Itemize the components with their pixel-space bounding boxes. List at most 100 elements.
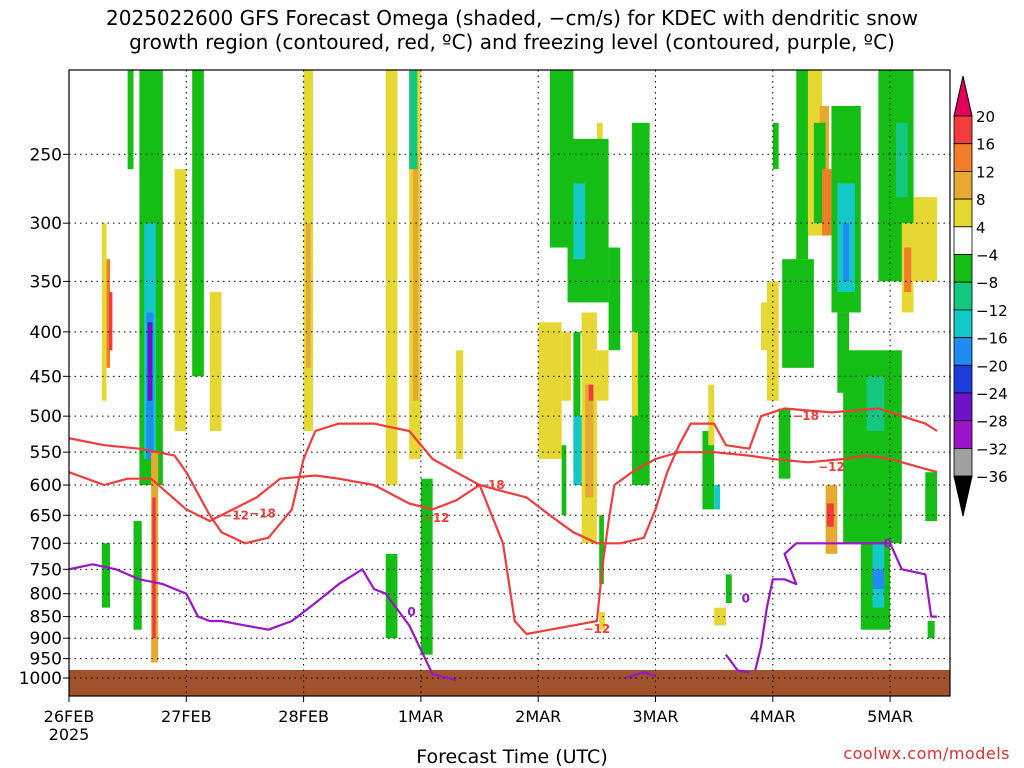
y-tick-label: 800 [30,585,62,605]
omega-cell [127,70,134,170]
omega-cell [420,478,433,655]
x-axis-title: Forecast Time (UTC) [416,746,608,768]
colorbar-label: −4 [976,247,998,265]
contour-label: 0 [742,591,750,605]
x-tick-label: 3MAR [632,707,678,726]
omega-cell [778,408,791,479]
omega-cell [725,574,732,604]
colorbar-segment [953,364,973,394]
colorbar-top-arrow [953,75,973,117]
omega-cell [761,302,767,351]
contour-label: −12 [583,622,610,636]
colorbar-segment [953,309,973,338]
grid-lines [69,70,950,696]
omega-cell [385,70,398,486]
x-tick-label: 27FEB [161,707,212,726]
colorbar-label: −16 [976,330,1008,348]
colorbar-segment [953,198,973,228]
colorbar-label: 8 [976,191,986,209]
y-tick-label: 250 [30,145,62,165]
y-tick-label: 500 [30,407,62,427]
x-tick-label: 5MAR [867,707,913,726]
omega-cell [561,331,572,401]
omega-cell [895,122,908,198]
omega-cell [412,154,419,401]
x-year-label: 2025 [49,725,90,744]
colorbar-segment [953,337,973,366]
omega-cell [599,515,604,585]
omega-cell [596,350,609,401]
omega-cell [632,122,650,486]
omega-cell [573,183,586,260]
omega-cell [585,384,594,498]
omega-cell [796,70,808,260]
omega-cell [599,612,606,630]
contour-label: −12 [818,460,845,474]
omega-cell [133,521,142,630]
omega-cell [927,621,935,639]
colorbar-segment [953,447,973,477]
y-tick-label: 600 [30,476,62,496]
y-tick-label: 650 [30,506,62,526]
colorbar-label: −8 [976,274,998,292]
colorbar-label: 4 [976,219,986,237]
omega-cell [849,30,861,32]
y-tick-label: 850 [30,608,62,628]
y-tick-label: 900 [30,629,62,649]
contour-label: −12 [222,508,249,522]
x-tick-label: 28FEB [278,707,329,726]
chart-title-line2: growth region (contoured, red, ºC) and f… [129,30,895,54]
omega-cell [561,445,567,516]
chart-title: 2025022600 GFS Forecast Omega (shaded, −… [0,6,1024,54]
omega-cell [385,553,398,639]
omega-cell [925,50,937,70]
omega-cell [714,485,721,510]
colorbar-segment [953,226,973,255]
omega-cell [174,169,187,431]
colorbar-label: −20 [976,357,1008,375]
contour-label: −18 [478,478,505,492]
colorbar-label: 20 [976,108,995,126]
colorbar-segment [953,420,973,449]
colorbar-segment [953,115,973,145]
y-tick-label: 950 [30,650,62,670]
omega-cell [608,247,621,351]
x-axis: 26FEB 27FEB 28FEB 1MAR 2MAR 3MAR 4MAR 5MAR 2025 [44,696,913,744]
colorbar-label: −28 [976,413,1008,431]
colorbar: 20 16 12 8 4 −4 −8 −12 −16 −20 −24 −28 −32 −36 [953,75,1008,517]
omega-cell [588,384,594,401]
omega-cell [147,322,153,401]
y-tick-label: 750 [30,560,62,580]
omega-cell [772,122,779,170]
omega-cell [925,472,938,522]
omega-cell [101,223,107,401]
omega-cell [456,350,464,459]
omega-cell [904,247,912,293]
colorbar-segment [953,392,973,422]
y-tick-label: 300 [30,214,62,234]
contour-label: 0 [407,605,415,619]
omega-cell [902,30,914,32]
x-tick-label: 2MAR [515,707,561,726]
colorbar-label: 16 [976,136,995,154]
omega-cell [872,569,885,589]
omega-cell [305,223,311,368]
omega-cell [708,384,715,446]
colorbar-segment [953,143,973,172]
omega-cell [766,281,779,401]
contour-label: −18 [792,409,819,423]
y-tick-label: 1000 [19,669,62,689]
plot-frame [68,69,951,697]
colorbar-label: 12 [976,163,995,181]
freezing-level-contour [725,653,750,674]
contour-label: −18 [249,507,276,521]
freezing-level-contour [69,563,457,681]
contour-lines [69,407,938,681]
omega-cell [826,503,834,527]
y-tick-label: 550 [30,443,62,463]
omega-cell [538,322,562,459]
omega-cell [108,292,113,351]
omega-cell [782,259,814,368]
